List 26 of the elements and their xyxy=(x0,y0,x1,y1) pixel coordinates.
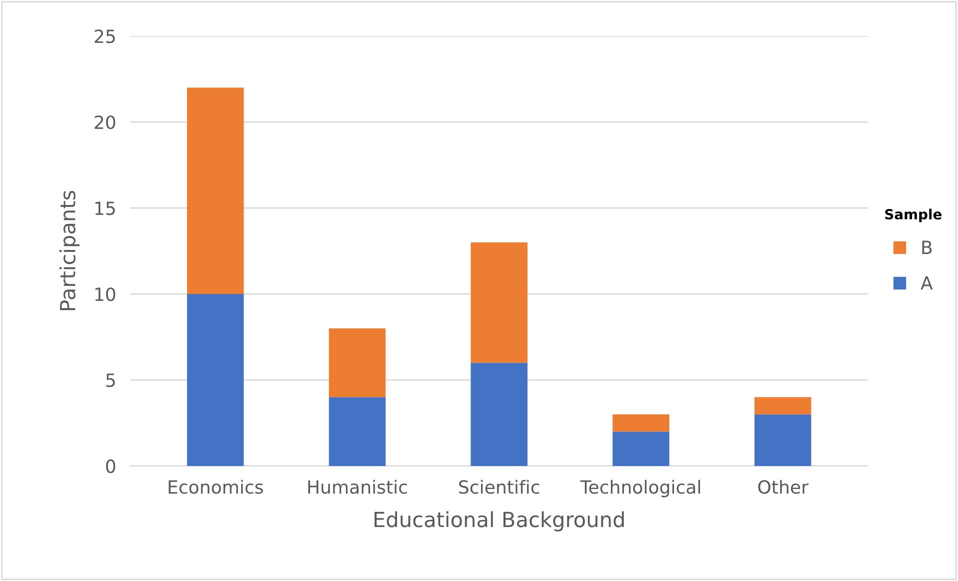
y-tick-label: 25 xyxy=(94,29,115,44)
y-axis-title: Participants xyxy=(59,190,80,310)
bar xyxy=(612,414,670,432)
x-tick-label: Scientific xyxy=(459,480,540,494)
legend-title: Sample xyxy=(885,208,942,222)
bar xyxy=(470,242,528,363)
legend-label: B xyxy=(922,240,932,254)
x-tick-label: Economics xyxy=(168,480,263,494)
bar xyxy=(754,397,812,414)
bar xyxy=(328,397,386,466)
x-tick-label: Humanistic xyxy=(308,480,407,494)
y-tick-label: 0 xyxy=(106,459,116,474)
y-tick-label: 5 xyxy=(106,374,115,388)
x-tick-label: Other xyxy=(758,480,808,494)
bar xyxy=(328,328,386,398)
bar xyxy=(612,432,670,466)
y-tick-label: 15 xyxy=(95,202,115,216)
bar xyxy=(187,294,244,466)
y-tick-label: 10 xyxy=(95,287,116,302)
bar xyxy=(187,88,244,294)
y-tick-label: 20 xyxy=(94,115,116,130)
x-axis-title: Educational Background xyxy=(374,511,624,532)
bar xyxy=(754,414,812,466)
legend-label: A xyxy=(920,276,933,290)
x-tick-label: Technological xyxy=(580,480,700,498)
bar xyxy=(470,362,528,466)
